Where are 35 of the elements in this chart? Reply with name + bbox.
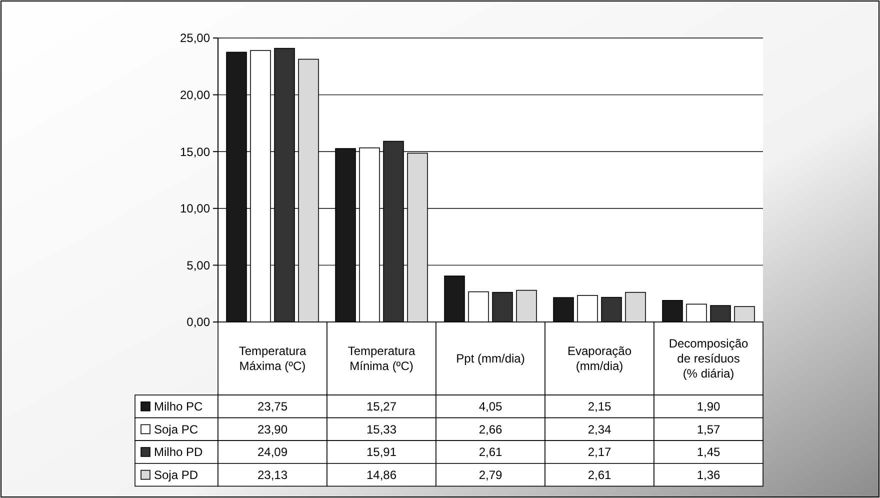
- data-label: 2,17: [588, 445, 612, 460]
- y-tick-label: 20,00: [180, 88, 210, 102]
- x-tick-label: Evaporação (mm/dia): [567, 344, 632, 374]
- data-label: 15,27: [366, 400, 397, 414]
- y-tick-label: 0,00: [186, 315, 210, 330]
- legend-label: Milho PC: [154, 400, 204, 414]
- data-label: 24,09: [257, 445, 288, 460]
- y-tick-label: 25,00: [180, 31, 210, 46]
- data-label: 23,90: [257, 422, 288, 436]
- data-label: 1,90: [696, 400, 720, 414]
- data-label: 23,13: [257, 468, 288, 482]
- data-label: 2,15: [588, 400, 612, 414]
- data-label: 23,75: [257, 400, 288, 414]
- data-label: 2,79: [478, 468, 502, 482]
- data-label: 14,86: [366, 468, 397, 482]
- data-label: 1,36: [696, 468, 720, 482]
- data-label: 1,57: [696, 422, 720, 436]
- legend-label: Soja PC: [154, 422, 198, 436]
- data-label: 4,05: [478, 400, 502, 414]
- legend-label: Soja PD: [154, 468, 198, 482]
- y-tick-label: 15,00: [180, 144, 210, 159]
- data-label: 2,61: [478, 445, 502, 460]
- legend-label: Milho PD: [154, 445, 204, 460]
- data-label: 2,66: [478, 422, 502, 436]
- x-tick-label: Ppt (mm/dia): [456, 352, 525, 366]
- data-label: 1,45: [696, 445, 720, 460]
- data-label: 2,61: [588, 468, 612, 482]
- data-label: 15,33: [366, 422, 397, 436]
- y-tick-label: 10,00: [180, 202, 210, 216]
- y-tick-label: 5,00: [186, 258, 210, 272]
- x-tick-label: Decomposição de resíduos (% diária): [668, 336, 749, 381]
- x-tick-label: Temperatura Máxima (ºC): [238, 344, 307, 374]
- data-label: 2,34: [588, 422, 612, 436]
- x-tick-label: Temperatura Mínima (ºC): [348, 344, 416, 374]
- data-label: 15,91: [366, 445, 397, 460]
